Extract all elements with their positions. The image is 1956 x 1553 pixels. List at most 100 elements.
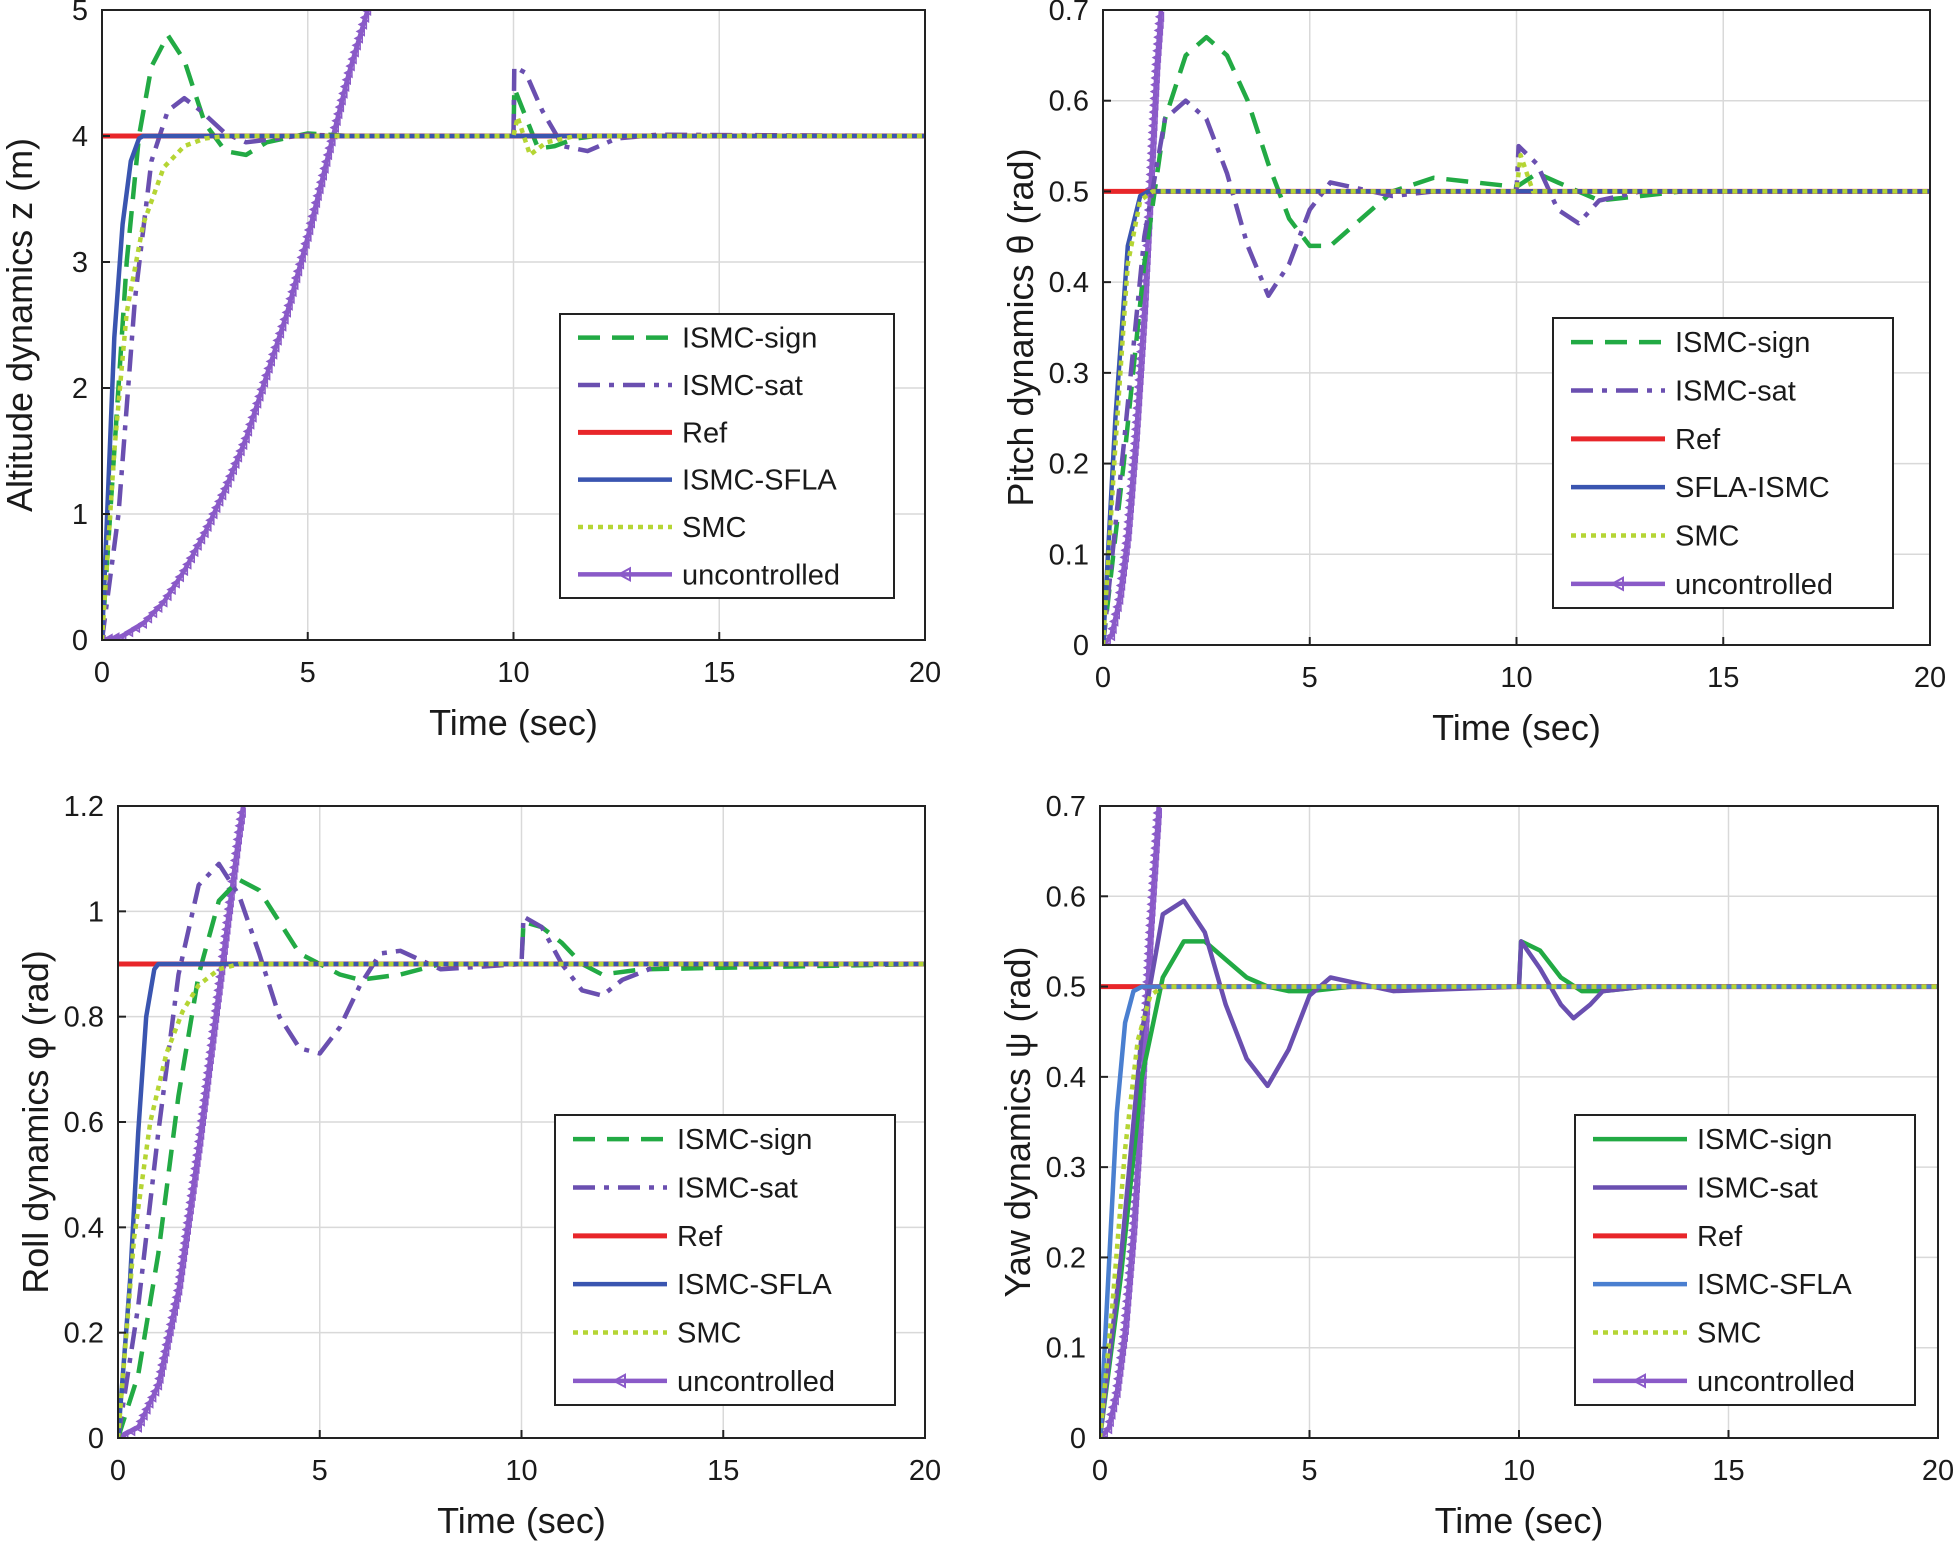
marker-point	[1129, 1203, 1139, 1215]
marker-point	[1109, 1394, 1119, 1406]
legend-marker	[1609, 576, 1624, 592]
legend-label-ismc-sign: ISMC-sign	[1697, 1124, 1832, 1156]
marker-point	[351, 39, 361, 51]
marker-point	[232, 451, 243, 463]
marker-point	[1149, 849, 1160, 861]
marker-point	[192, 540, 202, 551]
marker-point	[1121, 537, 1131, 549]
y-tick-label: 0.4	[64, 1212, 104, 1244]
x-axis-label: Time (sec)	[1432, 707, 1601, 748]
marker-point	[1146, 154, 1156, 166]
marker-point	[1130, 1175, 1141, 1186]
series-line-smc	[118, 961, 925, 1438]
legend-marker	[1631, 1373, 1646, 1389]
legend-label-ismc-sfla: ISMC-SFLA	[1697, 1269, 1852, 1301]
marker-point	[349, 46, 359, 58]
marker-point	[1145, 169, 1155, 180]
marker-point	[1132, 1146, 1143, 1158]
series-line-ismc-sat	[1100, 898, 1938, 1438]
x-tick-label: 10	[1503, 1455, 1535, 1487]
marker-point	[202, 1067, 213, 1079]
marker-point	[1112, 1373, 1123, 1385]
marker-point	[125, 1425, 136, 1437]
marker-point	[1149, 99, 1159, 111]
marker-point	[1147, 127, 1158, 138]
x-axis-label: Time (sec)	[1435, 1500, 1604, 1541]
marker-point	[1107, 1401, 1118, 1413]
marker-point	[331, 115, 341, 127]
marker-point	[182, 1217, 192, 1229]
y-tick-label: 4	[72, 121, 88, 153]
x-tick-label: 0	[110, 1455, 126, 1487]
marker-point	[1104, 1416, 1114, 1428]
y-tick-label: 0.5	[1046, 972, 1086, 1004]
marker-point	[194, 1129, 205, 1140]
marker-point	[1129, 445, 1139, 456]
marker-point	[214, 978, 224, 989]
marker-point	[1150, 842, 1160, 854]
marker-point	[208, 508, 218, 520]
legend: ISMC-sign ISMC-sat Ref ISMC-SFLA SMC uncontro…	[554, 1114, 896, 1406]
marker-point	[227, 464, 237, 476]
chart-panel-1: 0 5 10 15 20 0 1 2 3 4 5 Time (sec) Altitude dynamic…	[0, 0, 941, 743]
marker-point	[310, 197, 321, 209]
marker-point	[1130, 1189, 1140, 1201]
marker-point	[1150, 79, 1160, 91]
marker-point	[144, 1398, 154, 1409]
marker-point	[296, 252, 306, 263]
marker-point	[200, 1088, 210, 1099]
marker-point	[256, 384, 266, 395]
x-tick-label: 10	[1500, 662, 1532, 694]
legend-label-ref: Ref	[682, 417, 728, 449]
marker-point	[176, 1258, 187, 1269]
marker-point	[182, 559, 192, 570]
x-tick-label: 20	[1922, 1455, 1954, 1487]
marker-point	[193, 1136, 204, 1147]
marker-point	[197, 1108, 207, 1120]
y-tick-label: 1	[72, 499, 88, 531]
marker-point	[1125, 488, 1136, 499]
marker-point	[251, 398, 262, 409]
marker-point	[322, 149, 333, 161]
marker-point	[232, 834, 242, 845]
series-group	[118, 806, 925, 1438]
marker-point	[180, 1231, 190, 1242]
marker-point	[213, 496, 224, 507]
marker-point	[178, 1244, 189, 1256]
marker-point	[303, 224, 314, 236]
marker-point	[1115, 580, 1126, 591]
marker-point	[137, 618, 147, 629]
legend-box	[554, 1114, 896, 1406]
marker-point	[1111, 1387, 1121, 1399]
marker-point	[320, 156, 331, 168]
marker-point	[1112, 1380, 1122, 1392]
marker-point	[1122, 1288, 1132, 1300]
marker-point	[208, 1019, 219, 1031]
marker-point	[1151, 828, 1161, 840]
y-axis-label: Pitch dynamics θ (rad)	[1000, 148, 1041, 506]
marker-point	[1129, 438, 1140, 449]
marker-point	[173, 1278, 184, 1290]
y-tick-label: 0.8	[64, 1002, 104, 1034]
marker-point	[1150, 835, 1161, 847]
marker-point	[210, 502, 221, 514]
marker-point	[199, 527, 209, 539]
marker-point	[1145, 162, 1156, 173]
marker-point	[305, 217, 315, 229]
marker-point	[169, 1298, 180, 1310]
marker-point	[1124, 1267, 1134, 1279]
marker-point	[1146, 147, 1157, 159]
marker-point	[230, 458, 240, 469]
marker-point	[1103, 635, 1111, 645]
marker-point	[1139, 296, 1149, 308]
marker-point	[307, 210, 317, 222]
legend-label-ismc-sign: ISMC-sign	[682, 323, 817, 355]
marker-point	[1153, 31, 1163, 43]
x-tick-label: 15	[1712, 1455, 1744, 1487]
marker-point	[1122, 530, 1132, 542]
marker-point	[1138, 304, 1149, 315]
chart-panel-2: 0 5 10 15 20 0 0.1 0.2 0.3 0.4 0.5 0.6 0.7 Time (sec)…	[1000, 0, 1946, 748]
marker-point	[338, 88, 348, 99]
marker-point	[1127, 1224, 1138, 1236]
marker-point	[170, 577, 180, 589]
